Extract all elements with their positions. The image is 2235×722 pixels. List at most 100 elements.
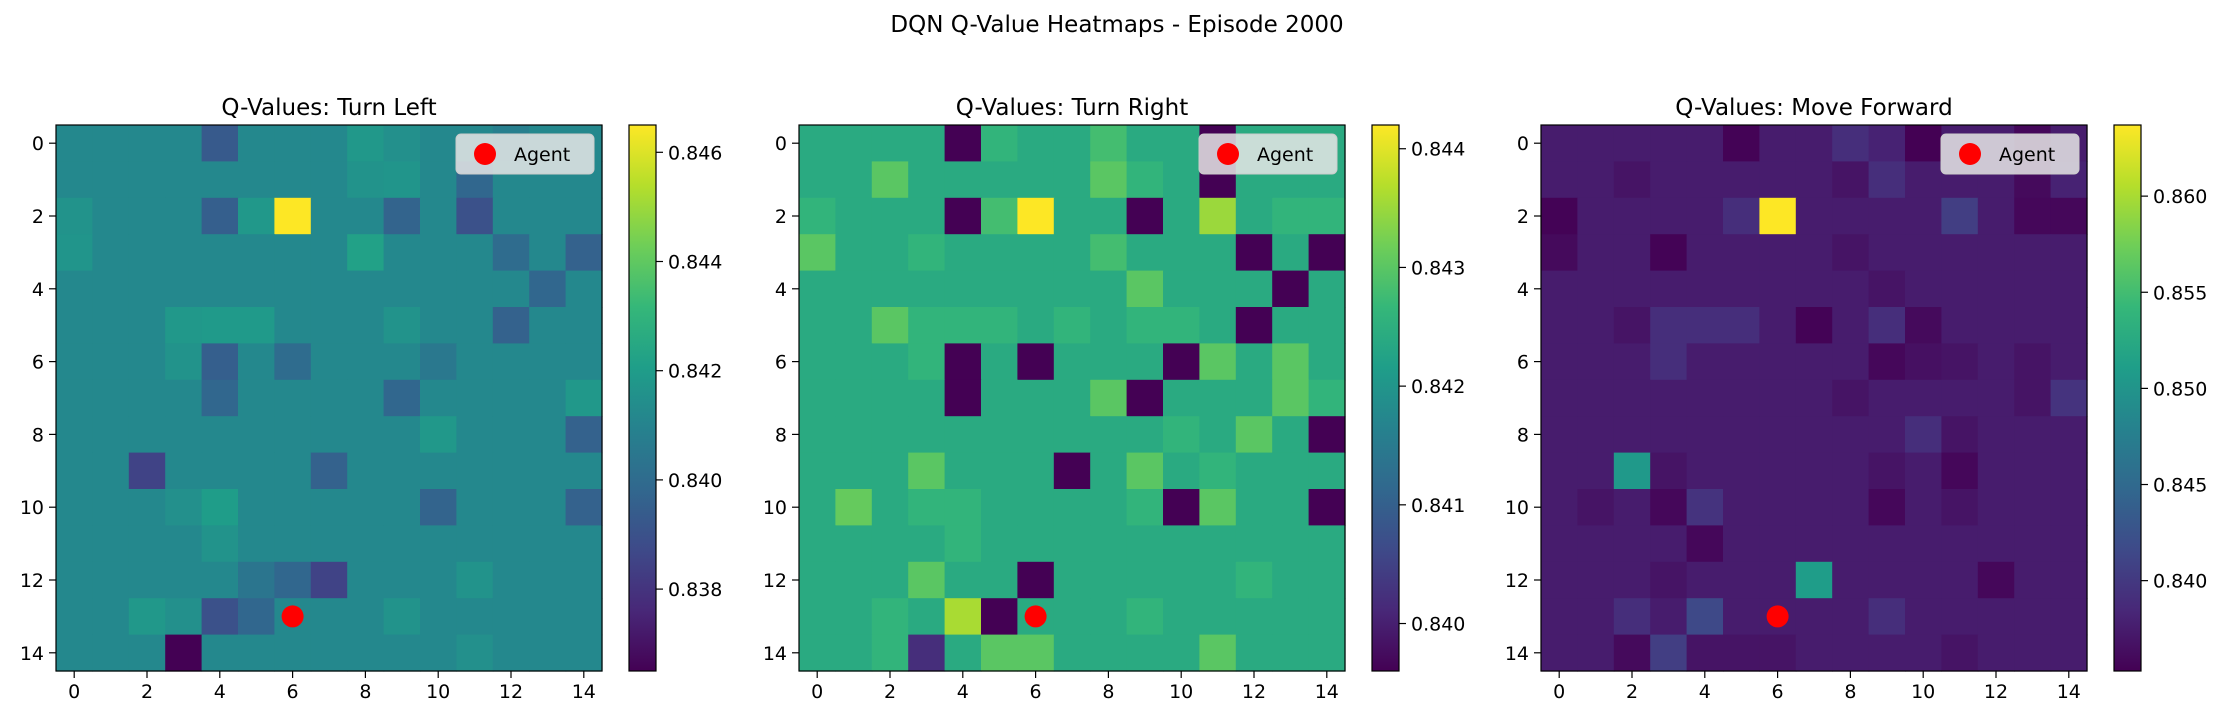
heatmap-cell (529, 598, 567, 636)
heatmap-cell (529, 379, 567, 417)
heatmap-cell (92, 343, 130, 381)
heatmap-cell (238, 489, 275, 526)
heatmap-cell (420, 307, 457, 344)
heatmap-cell (1163, 197, 1200, 235)
heatmap-cell (274, 379, 312, 417)
heatmap-cell (565, 489, 603, 526)
heatmap-cell (238, 525, 275, 563)
heatmap-cell (799, 270, 836, 308)
heatmap-cell (944, 234, 982, 272)
heatmap-cell (1686, 379, 1724, 417)
heatmap-cell (1868, 598, 1906, 636)
heatmap-cell (1163, 307, 1200, 344)
heatmap-cell (238, 598, 275, 636)
heatmap-cell (56, 525, 93, 563)
y-tick-label: 10 (1505, 497, 1529, 519)
heatmap-cell (1017, 125, 1055, 162)
heatmap-cell (1977, 416, 2015, 454)
heatmap-cell (1613, 125, 1651, 162)
x-tick-label: 2 (141, 681, 153, 703)
heatmap-cell (981, 452, 1018, 490)
heatmap-cell (201, 161, 239, 199)
heatmap-cell (2014, 416, 2052, 454)
y-tick-label: 6 (775, 352, 787, 374)
heatmap-cell (1795, 561, 1833, 599)
heatmap-cell (274, 234, 312, 272)
heatmap-cell (201, 525, 239, 563)
heatmap-cell (347, 343, 385, 381)
heatmap-cell (347, 379, 385, 417)
x-tick-label: 12 (499, 681, 523, 703)
heatmap-cell (492, 525, 530, 563)
heatmap-cell (2050, 416, 2088, 454)
axes-frame (1540, 124, 2088, 672)
heatmap-cell (1235, 525, 1273, 563)
colorbar-tick-label: 0.844 (1411, 139, 1465, 161)
heatmap-cell (1272, 343, 1310, 381)
heatmap-cell (2050, 634, 2088, 672)
heatmap-cell (383, 197, 421, 235)
heatmap-cell (420, 343, 457, 381)
heatmap-cell (1795, 416, 1833, 454)
heatmap-cell (944, 598, 982, 636)
heatmap-cell (92, 598, 130, 636)
heatmap-cell (1199, 489, 1237, 526)
heatmap-cell (1905, 307, 1942, 344)
heatmap-cell (944, 489, 982, 526)
heatmap-cell (383, 307, 421, 344)
heatmap-cell (1308, 416, 1346, 454)
heatmap-cell (1905, 489, 1942, 526)
heatmap-cell (310, 452, 348, 490)
heatmap-cell (1308, 307, 1346, 344)
heatmap-cell (456, 561, 494, 599)
heatmap-cell (1053, 525, 1091, 563)
colorbar-tick-label: 0.840 (668, 470, 722, 492)
heatmap-cell (1723, 379, 1760, 417)
heatmap-cell (799, 561, 836, 599)
agent-marker (281, 605, 304, 628)
heatmap-cell (128, 416, 166, 454)
heatmap-cell (1832, 416, 1870, 454)
heatmap-cell (1090, 270, 1128, 308)
heatmap-cell (908, 161, 946, 199)
heatmap-cell (2014, 197, 2052, 235)
x-tick-label: 10 (426, 681, 450, 703)
heatmap-cell (274, 270, 312, 308)
heatmap-cell (1272, 561, 1310, 599)
heatmap-cell (128, 598, 166, 636)
heatmap-cell (492, 379, 530, 417)
y-tick-label: 12 (1505, 570, 1529, 592)
heatmap-cell (908, 234, 946, 272)
axes-title: Q-Values: Turn Left (221, 95, 436, 121)
heatmap-cell (347, 561, 385, 599)
heatmap-cell (944, 561, 982, 599)
heatmap-cell (1759, 234, 1797, 272)
heatmap-cell (1650, 634, 1688, 672)
heatmap-cell (310, 598, 348, 636)
heatmap-cell (1090, 561, 1128, 599)
heatmap-cell (1577, 125, 1615, 162)
heatmap-cell (2050, 270, 2088, 308)
y-tick-label: 10 (763, 497, 787, 519)
heatmap-cell (1723, 416, 1760, 454)
heatmap-cell (1977, 452, 2015, 490)
heatmap-cell (1126, 416, 1164, 454)
x-tick-label: 10 (1169, 681, 1193, 703)
heatmap-cell (1541, 634, 1578, 672)
heatmap-cell (1272, 525, 1310, 563)
heatmap-cell (981, 270, 1018, 308)
heatmap-cell (128, 307, 166, 344)
heatmap-cell (1577, 343, 1615, 381)
heatmap-cell (201, 343, 239, 381)
heatmap-cell (1199, 598, 1237, 636)
heatmap-cell (871, 525, 909, 563)
heatmap-cell (347, 197, 385, 235)
heatmap-cell (1308, 234, 1346, 272)
heatmap-cell (92, 125, 130, 162)
legend-box (455, 133, 595, 175)
heatmap-cell (944, 634, 982, 672)
heatmap-cell (1613, 270, 1651, 308)
heatmap-cell (1541, 489, 1578, 526)
heatmap-cell (529, 452, 567, 490)
heatmap-cell (1941, 307, 1979, 344)
